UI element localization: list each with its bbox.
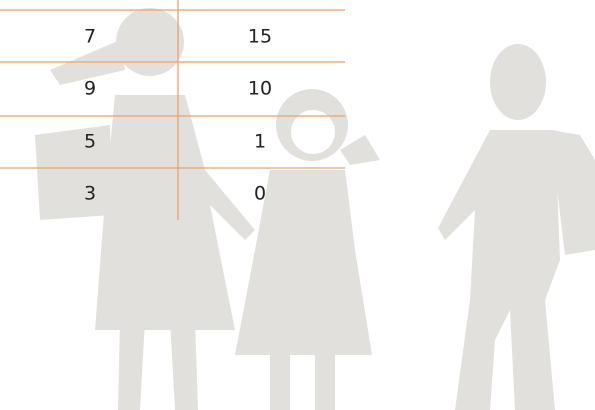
boy-head (490, 44, 546, 120)
table-cell: 0 (254, 183, 266, 205)
table-cell: 1 (254, 131, 266, 153)
table-cell: 10 (248, 78, 272, 100)
table-cell: 15 (248, 26, 272, 48)
girl-head (116, 8, 184, 76)
girl-body (95, 95, 255, 330)
table-cell: 7 (84, 26, 96, 48)
small-girl-bow (340, 135, 380, 165)
silhouettes (35, 8, 595, 410)
table-cell: 3 (84, 183, 96, 205)
backpack (35, 125, 112, 220)
boy-body (438, 130, 560, 410)
illustration: 7 15 9 10 5 1 3 0 (0, 0, 595, 410)
page: {"table": {"rows": [["7", "15"], ["9", "… (0, 0, 595, 410)
table-cell: 9 (84, 78, 96, 100)
girl-legs (118, 320, 198, 410)
table-cell: 5 (84, 131, 96, 153)
